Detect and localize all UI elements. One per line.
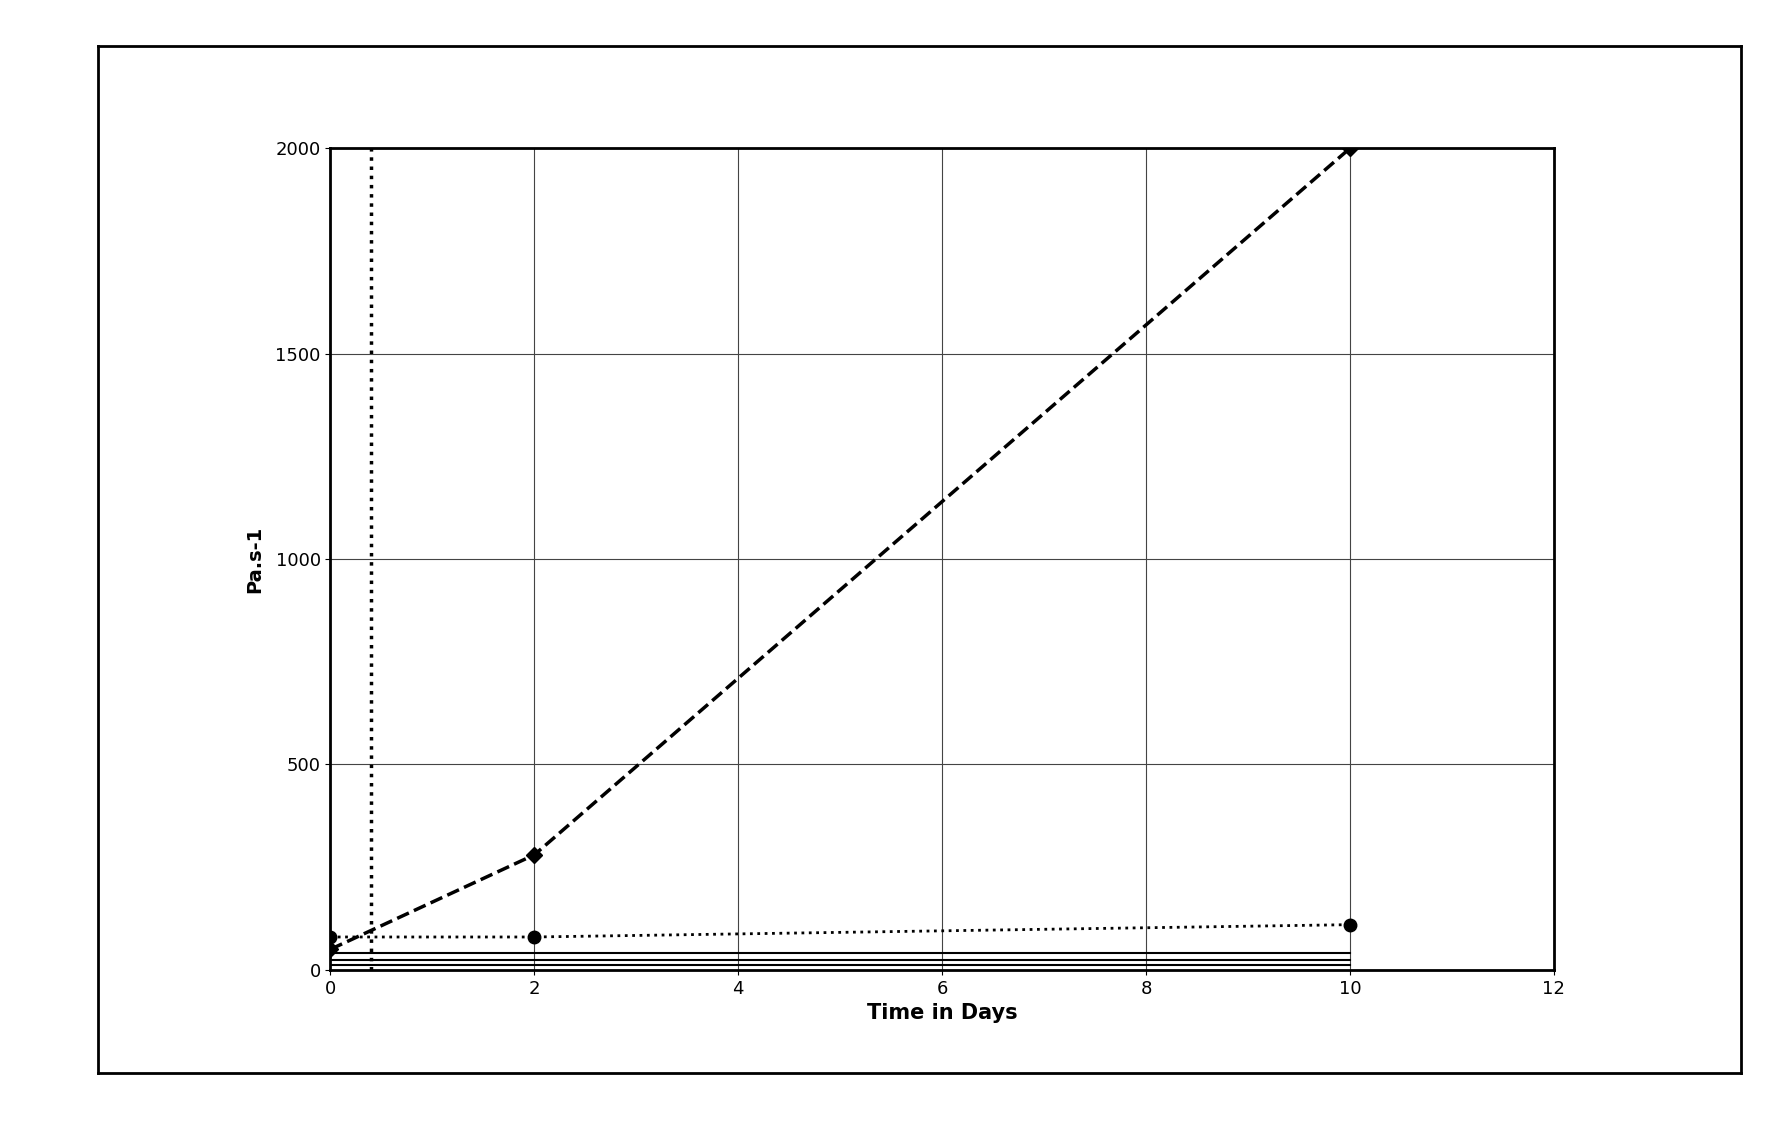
- X-axis label: Time in Days: Time in Days: [866, 1003, 1018, 1023]
- Y-axis label: Pa.s-1: Pa.s-1: [245, 526, 264, 592]
